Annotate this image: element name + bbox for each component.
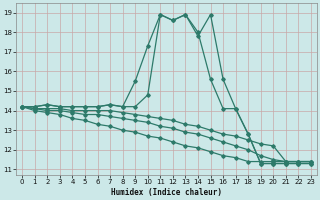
X-axis label: Humidex (Indice chaleur): Humidex (Indice chaleur)	[111, 188, 222, 197]
